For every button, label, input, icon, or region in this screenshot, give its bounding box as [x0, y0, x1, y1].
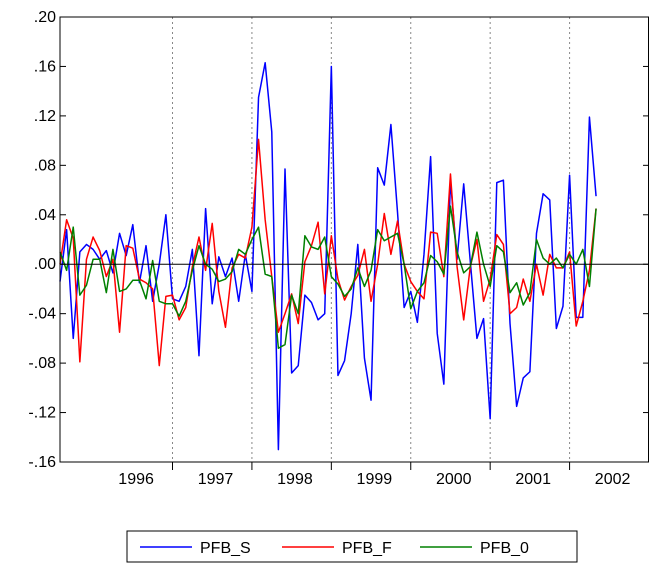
- year-grid-lines: [172, 17, 571, 462]
- series-lines: [59, 61, 597, 451]
- y-tick-label: .04: [34, 207, 56, 224]
- legend-label-pfb_0: PFB_0: [480, 540, 529, 557]
- legend-label-pfb_f: PFB_F: [342, 540, 392, 557]
- y-tick-label: .00: [34, 256, 56, 273]
- x-tick-label: 2001: [515, 471, 551, 488]
- y-tick-label: -.16: [28, 454, 56, 471]
- x-tick-label: 1998: [277, 471, 313, 488]
- series-line-pfb_0: [59, 205, 597, 350]
- plot-frame: [59, 16, 649, 463]
- x-tick-label: 1996: [118, 471, 154, 488]
- y-axis: .20 .16 .12 .08 .04 .00 -.04 -.08 -.12 -.16: [28, 9, 649, 471]
- y-tick-label: .20: [34, 9, 56, 26]
- y-tick-label: -.08: [28, 355, 56, 372]
- x-tick-label: 2000: [436, 471, 472, 488]
- legend-label-pfb_s: PFB_S: [200, 540, 251, 557]
- y-tick-label: -.04: [28, 306, 56, 323]
- series-line-pfb_f: [59, 138, 597, 367]
- y-tick-label: .12: [34, 108, 56, 125]
- x-tick-label: 2002: [595, 471, 631, 488]
- series-line-pfb_s: [59, 61, 597, 451]
- x-tick-label: 1999: [357, 471, 393, 488]
- y-tick-label: -.12: [28, 405, 56, 422]
- x-tick-label: 1997: [198, 471, 234, 488]
- legend-box: [126, 530, 578, 563]
- legend: PFB_S PFB_F PFB_0: [126, 530, 578, 563]
- y-tick-label: .08: [34, 157, 56, 174]
- y-tick-label: .16: [34, 58, 56, 75]
- x-axis: 1996 1997 1998 1999 2000 2001 2002: [118, 462, 630, 488]
